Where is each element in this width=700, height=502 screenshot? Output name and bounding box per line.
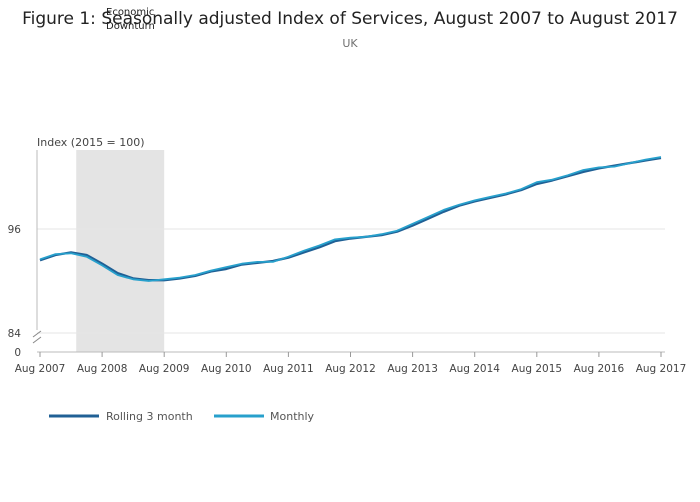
legend-label-rolling-3-month: Rolling 3 month bbox=[106, 410, 193, 423]
x-tick-label: Aug 2015 bbox=[512, 363, 563, 375]
x-tick-label: Aug 2007 bbox=[15, 363, 66, 375]
chart-title: Figure 1: Seasonally adjusted Index of S… bbox=[22, 9, 678, 29]
axis-break-marker bbox=[32, 330, 42, 344]
x-tick-label: Aug 2010 bbox=[201, 363, 252, 375]
series-line-monthly bbox=[39, 156, 662, 282]
downturn-shading bbox=[76, 150, 165, 352]
y-break-label: 0 bbox=[14, 347, 21, 359]
x-tick-label: Aug 2012 bbox=[325, 363, 376, 375]
downturn-label-line-1: Economic bbox=[106, 7, 154, 18]
downturn-label-line-2: Downturn bbox=[106, 21, 155, 32]
chart-subtitle: UK bbox=[342, 37, 358, 50]
y-axis-label: Index (2015 = 100) bbox=[37, 136, 145, 149]
legend-label-monthly: Monthly bbox=[270, 410, 315, 423]
x-tick-label: Aug 2014 bbox=[449, 363, 500, 375]
x-tick-label: Aug 2011 bbox=[263, 363, 314, 375]
legend: Rolling 3 month Monthly bbox=[49, 410, 315, 423]
x-tick-label: Aug 2016 bbox=[574, 363, 625, 375]
x-tick-label: Aug 2008 bbox=[77, 363, 128, 375]
x-tick-label: Aug 2013 bbox=[387, 363, 438, 375]
x-tick-label: Aug 2009 bbox=[139, 363, 190, 375]
y-tick-label: 84 bbox=[8, 328, 22, 340]
x-tick-label: Aug 2017 bbox=[636, 363, 687, 375]
y-tick-label: 96 bbox=[8, 224, 22, 236]
